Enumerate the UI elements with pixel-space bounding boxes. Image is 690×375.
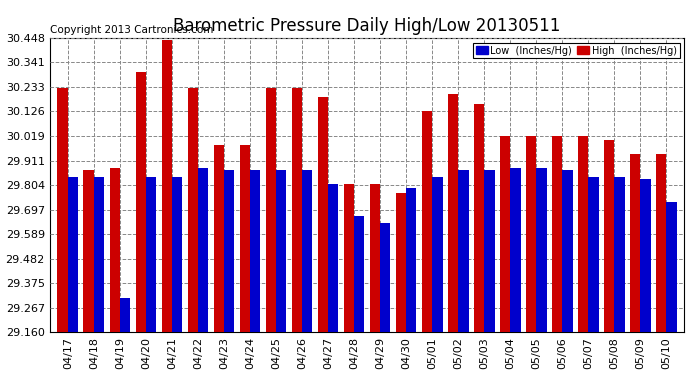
- Bar: [588, 177, 599, 333]
- Bar: [68, 177, 78, 333]
- Bar: [276, 170, 286, 333]
- Bar: [422, 111, 432, 333]
- Bar: [224, 170, 235, 333]
- Bar: [172, 177, 182, 333]
- Bar: [83, 170, 94, 333]
- Bar: [630, 154, 640, 333]
- Bar: [354, 216, 364, 333]
- Bar: [640, 179, 651, 333]
- Bar: [458, 170, 469, 333]
- Bar: [250, 170, 260, 333]
- Bar: [328, 184, 338, 333]
- Bar: [578, 136, 588, 333]
- Bar: [344, 184, 354, 333]
- Bar: [562, 170, 573, 333]
- Bar: [292, 88, 302, 333]
- Bar: [614, 177, 624, 333]
- Bar: [94, 177, 104, 333]
- Bar: [120, 298, 130, 333]
- Bar: [317, 97, 328, 333]
- Bar: [198, 168, 208, 333]
- Bar: [474, 104, 484, 333]
- Text: Copyright 2013 Cartronics.com: Copyright 2013 Cartronics.com: [50, 25, 213, 35]
- Bar: [432, 177, 442, 333]
- Bar: [370, 184, 380, 333]
- Bar: [135, 72, 146, 333]
- Bar: [552, 136, 562, 333]
- Bar: [484, 170, 495, 333]
- Bar: [395, 193, 406, 333]
- Bar: [448, 94, 458, 333]
- Bar: [526, 136, 536, 333]
- Bar: [57, 88, 68, 333]
- Bar: [536, 168, 546, 333]
- Bar: [161, 40, 172, 333]
- Bar: [380, 223, 391, 333]
- Legend: Low  (Inches/Hg), High  (Inches/Hg): Low (Inches/Hg), High (Inches/Hg): [473, 43, 680, 58]
- Bar: [266, 88, 276, 333]
- Bar: [146, 177, 157, 333]
- Bar: [239, 145, 250, 333]
- Bar: [500, 136, 510, 333]
- Bar: [214, 145, 224, 333]
- Bar: [656, 154, 667, 333]
- Bar: [302, 170, 313, 333]
- Bar: [510, 168, 520, 333]
- Bar: [110, 168, 120, 333]
- Bar: [604, 140, 614, 333]
- Title: Barometric Pressure Daily High/Low 20130511: Barometric Pressure Daily High/Low 20130…: [173, 17, 561, 35]
- Bar: [188, 88, 198, 333]
- Bar: [667, 202, 677, 333]
- Bar: [406, 188, 417, 333]
